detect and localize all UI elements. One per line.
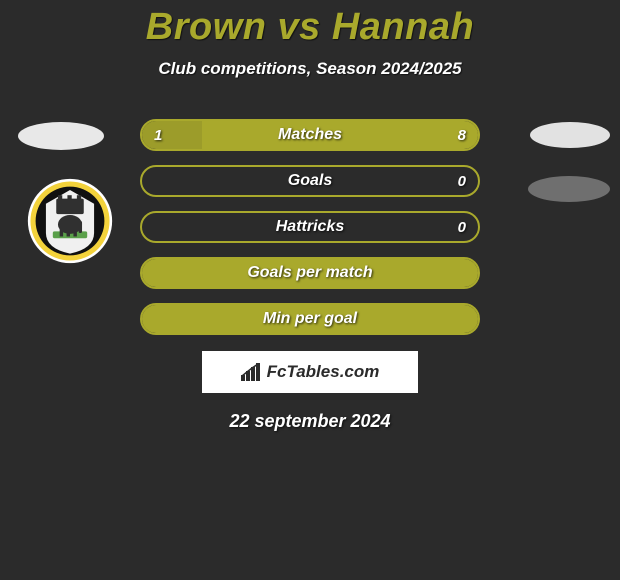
stat-value-right: 8 xyxy=(458,127,466,144)
stat-label: Matches xyxy=(142,126,478,144)
player-right-placeholder xyxy=(530,122,610,148)
stat-value-right: 0 xyxy=(458,219,466,236)
bars-icon xyxy=(241,363,263,381)
stat-label: Min per goal xyxy=(142,310,478,328)
stat-row: Min per goal xyxy=(140,303,480,335)
player-left-placeholder xyxy=(18,122,104,150)
crest-merlon-2 xyxy=(67,195,71,199)
brand-logo-label: FcTables.com xyxy=(267,362,380,382)
brand-logo: FcTables.com xyxy=(202,351,418,393)
crest-leg-2 xyxy=(67,228,70,237)
page-title: Brown vs Hannah xyxy=(0,0,620,49)
crest-castle xyxy=(56,199,84,214)
club-left-crest xyxy=(27,178,113,264)
date-label: 22 september 2024 xyxy=(0,411,620,432)
stat-row: Hattricks0 xyxy=(140,211,480,243)
stat-label: Hattricks xyxy=(142,218,478,236)
stat-row: Goals0 xyxy=(140,165,480,197)
crest-merlon-3 xyxy=(77,195,81,199)
stat-value-left: 1 xyxy=(154,127,162,144)
brand-logo-text: FcTables.com xyxy=(241,362,380,382)
stat-label: Goals per match xyxy=(142,264,478,282)
stat-value-right: 0 xyxy=(458,173,466,190)
crest-merlon-1 xyxy=(58,195,62,199)
crest-leg-3 xyxy=(73,228,76,237)
stat-label: Goals xyxy=(142,172,478,190)
page-subtitle: Club competitions, Season 2024/2025 xyxy=(0,59,620,79)
stat-row: Goals per match xyxy=(140,257,480,289)
crest-trunk xyxy=(79,221,82,233)
crest-leg-1 xyxy=(60,228,63,237)
club-right-placeholder xyxy=(528,176,610,202)
stat-row: Matches1 8 xyxy=(140,119,480,151)
